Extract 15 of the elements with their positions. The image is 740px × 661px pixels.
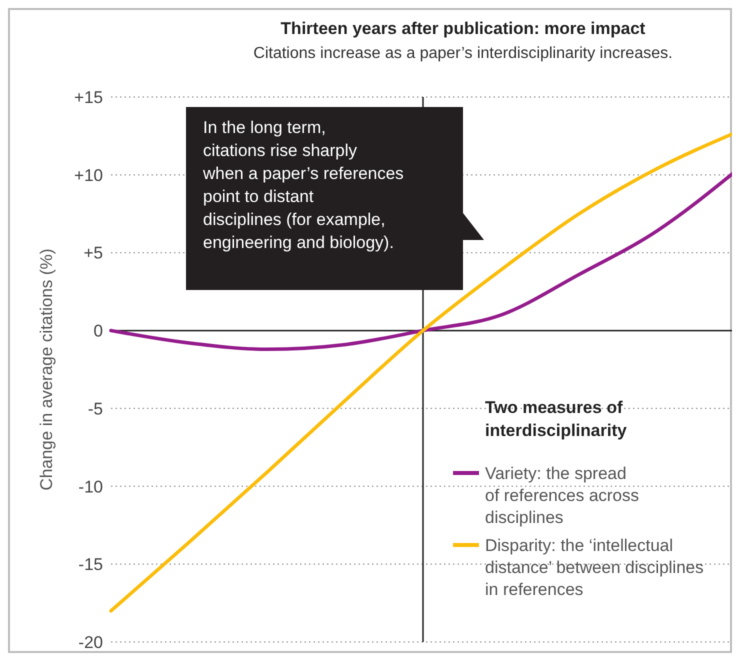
y-tick-label: +15 [74, 88, 103, 107]
legend-label: Disparity: the ‘intellectual distance’ between disciplines in references [485, 536, 704, 599]
y-tick-label: -20 [78, 633, 103, 652]
chart-subtitle: Citations increase as a paper’s interdisciplinarity increases. [253, 45, 673, 62]
y-tick-label: 0 [94, 322, 103, 341]
y-tick-label: -10 [78, 477, 103, 496]
chart-title: Thirteen years after publication: more impact [280, 19, 646, 38]
annotation: In the long term, citations rise sharply when a paper’s references point to distant disciplines (for example, engineering and biology). [202, 118, 404, 252]
y-axis-title: Change in average citations (%) [37, 248, 56, 490]
legend-label: Variety: the spread of references across disciplines [485, 464, 640, 527]
y-tick-label: -15 [78, 555, 103, 574]
legend-title: Two measures of interdisciplinarity [485, 398, 628, 440]
y-tick-label: -5 [88, 399, 103, 418]
y-tick-label: +10 [74, 166, 103, 185]
y-tick-label: +5 [84, 244, 103, 263]
